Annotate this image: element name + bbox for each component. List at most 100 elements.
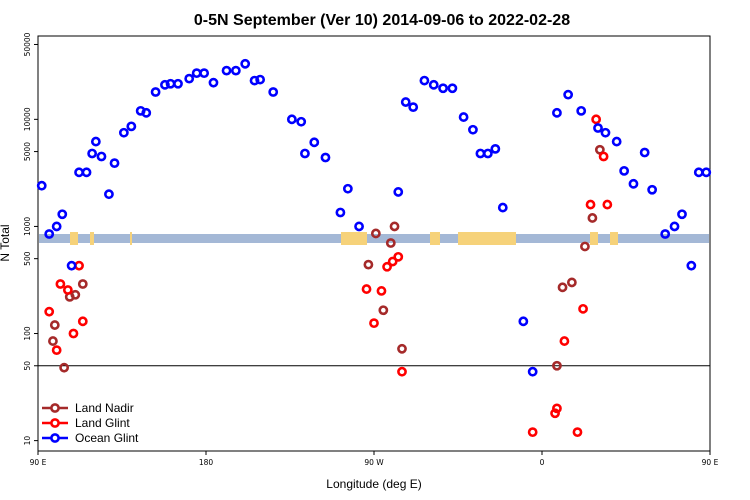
series-ocean-glint	[36, 58, 712, 377]
data-point	[557, 282, 568, 293]
series-land-nadir	[48, 144, 605, 373]
chart-title: 0-5N September (Ver 10) 2014-09-06 to 20…	[194, 12, 570, 29]
data-point	[191, 68, 202, 79]
data-point	[598, 151, 609, 162]
data-point	[639, 147, 650, 158]
data-point	[482, 148, 493, 159]
data-point	[552, 360, 562, 371]
data-point	[300, 148, 310, 159]
x-tick-label: 180	[199, 458, 214, 467]
data-point	[677, 209, 687, 220]
data-point	[141, 107, 152, 118]
data-point	[387, 256, 398, 267]
data-point	[397, 366, 407, 377]
data-point	[393, 187, 404, 197]
data-points	[36, 58, 712, 438]
data-point	[552, 107, 562, 118]
data-point	[572, 427, 583, 438]
data-point	[230, 65, 241, 76]
data-point	[268, 87, 279, 97]
data-point	[74, 167, 84, 178]
data-point	[55, 279, 66, 289]
data-point	[342, 183, 353, 194]
data-point	[647, 184, 658, 195]
data-point	[693, 167, 704, 178]
x-tick-label: 90 E	[702, 458, 719, 467]
data-point	[173, 78, 183, 89]
data-point	[576, 105, 587, 116]
x-tick-label: 0	[540, 458, 545, 467]
data-point	[59, 362, 70, 373]
y-tick-label: 50000	[23, 32, 32, 56]
legend-item: Land Nadir	[42, 401, 134, 415]
data-point	[51, 221, 62, 232]
data-point	[81, 167, 92, 178]
data-point	[686, 260, 697, 271]
data-point	[559, 336, 570, 346]
data-point	[354, 221, 364, 232]
legend-label: Land Nadir	[75, 401, 134, 415]
y-tick-label: 1000	[23, 217, 32, 236]
data-point	[90, 136, 101, 147]
data-point	[160, 79, 170, 90]
data-point	[385, 238, 396, 248]
land-blob	[130, 232, 132, 245]
data-point	[363, 259, 374, 270]
legend-item: Ocean Glint	[42, 431, 139, 445]
data-point	[240, 58, 251, 69]
land-sea-band	[39, 232, 709, 245]
data-point	[378, 305, 389, 316]
data-point	[87, 148, 98, 159]
y-tick-label: 10000	[23, 107, 32, 131]
data-point	[550, 408, 560, 419]
data-point	[361, 284, 372, 294]
data-point	[51, 345, 62, 356]
data-point	[669, 221, 680, 232]
data-point	[44, 306, 55, 317]
data-point	[382, 261, 392, 272]
data-point	[393, 251, 404, 262]
data-point	[438, 83, 448, 94]
data-point	[619, 166, 630, 176]
data-point	[62, 285, 73, 295]
x-axis: 90 E 180 90 W 0 90 E	[30, 451, 719, 467]
data-point	[600, 127, 611, 138]
x-tick-label: 90 W	[364, 458, 384, 467]
data-point	[468, 124, 478, 135]
data-point	[701, 167, 712, 178]
data-point	[580, 241, 590, 252]
legend-marker	[50, 403, 60, 413]
plot-area	[36, 35, 712, 452]
data-point	[68, 328, 79, 339]
land-blob	[90, 232, 94, 245]
data-point	[255, 74, 266, 85]
series-land-glint	[44, 114, 613, 438]
data-point	[44, 229, 55, 239]
data-point	[335, 207, 346, 218]
data-point	[527, 427, 538, 438]
data-point	[77, 316, 88, 327]
y-tick-label: 50	[23, 361, 32, 371]
y-axis: 10 50 100 500 1000 5000 10000 50000	[23, 32, 38, 445]
y-tick-label: 5000	[23, 142, 32, 161]
y-tick-label: 500	[23, 251, 32, 266]
data-point	[389, 221, 400, 232]
data-point	[376, 286, 387, 296]
data-point	[611, 136, 622, 147]
data-point	[184, 73, 195, 84]
land-blob	[341, 232, 367, 245]
data-point	[497, 202, 508, 213]
data-point	[320, 152, 331, 163]
data-point	[490, 143, 501, 154]
land-blob	[590, 232, 598, 245]
plot-frame	[37, 35, 711, 452]
data-point	[458, 112, 469, 122]
land-blob	[458, 232, 516, 245]
data-point	[208, 77, 219, 88]
legend-marker	[50, 433, 60, 443]
x-axis-label: Longitude (deg E)	[326, 477, 421, 491]
legend-marker	[50, 418, 60, 428]
data-point	[296, 116, 307, 127]
data-point	[74, 260, 84, 271]
